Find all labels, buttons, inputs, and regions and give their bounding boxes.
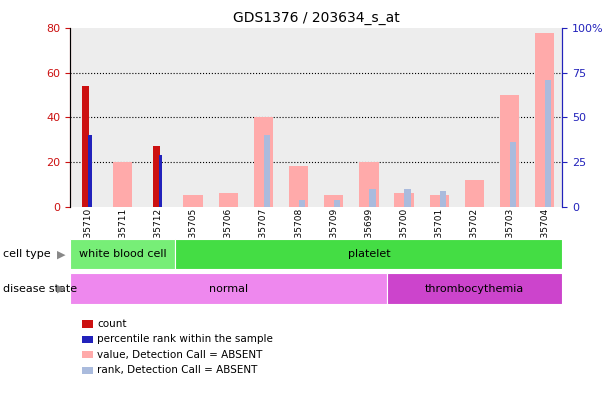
Bar bbox=[159, 156, 162, 207]
Bar bbox=[153, 147, 160, 207]
Bar bbox=[70, 273, 387, 304]
Bar bbox=[395, 193, 414, 207]
Bar bbox=[176, 28, 210, 207]
Text: count: count bbox=[97, 319, 127, 329]
Bar bbox=[218, 193, 238, 207]
Bar bbox=[105, 28, 140, 207]
Text: disease state: disease state bbox=[3, 284, 77, 294]
Bar bbox=[281, 28, 316, 207]
Bar bbox=[113, 162, 133, 207]
Bar bbox=[289, 166, 308, 207]
Text: ▶: ▶ bbox=[57, 284, 66, 294]
Bar bbox=[184, 196, 202, 207]
Bar bbox=[535, 33, 554, 207]
Bar bbox=[82, 86, 89, 207]
Bar bbox=[359, 162, 379, 207]
Bar bbox=[334, 200, 340, 207]
Bar bbox=[492, 28, 527, 207]
Text: white blood cell: white blood cell bbox=[79, 249, 167, 259]
Bar bbox=[70, 239, 176, 269]
Title: GDS1376 / 203634_s_at: GDS1376 / 203634_s_at bbox=[233, 11, 399, 25]
Bar bbox=[457, 28, 492, 207]
Bar bbox=[264, 135, 270, 207]
Bar bbox=[316, 28, 351, 207]
Bar bbox=[299, 200, 305, 207]
Bar bbox=[351, 28, 387, 207]
Bar bbox=[254, 117, 273, 207]
Text: value, Detection Call = ABSENT: value, Detection Call = ABSENT bbox=[97, 350, 263, 360]
Bar bbox=[527, 28, 562, 207]
Bar bbox=[387, 28, 422, 207]
Bar bbox=[369, 189, 376, 207]
Text: normal: normal bbox=[209, 284, 248, 294]
Bar bbox=[440, 191, 446, 207]
Text: platelet: platelet bbox=[348, 249, 390, 259]
Bar bbox=[545, 79, 551, 207]
Bar bbox=[210, 28, 246, 207]
Bar bbox=[510, 142, 516, 207]
Text: percentile rank within the sample: percentile rank within the sample bbox=[97, 335, 273, 344]
Text: ▶: ▶ bbox=[57, 249, 66, 259]
Text: rank, Detection Call = ABSENT: rank, Detection Call = ABSENT bbox=[97, 365, 258, 375]
Bar bbox=[404, 189, 411, 207]
Text: cell type: cell type bbox=[3, 249, 50, 259]
Bar bbox=[88, 135, 92, 207]
Text: thrombocythemia: thrombocythemia bbox=[425, 284, 524, 294]
Bar bbox=[422, 28, 457, 207]
Bar bbox=[430, 196, 449, 207]
Bar bbox=[387, 273, 562, 304]
Bar bbox=[465, 180, 484, 207]
Bar bbox=[246, 28, 281, 207]
Bar bbox=[324, 196, 344, 207]
Bar bbox=[176, 239, 562, 269]
Bar bbox=[70, 28, 105, 207]
Bar bbox=[140, 28, 176, 207]
Bar bbox=[500, 95, 519, 207]
